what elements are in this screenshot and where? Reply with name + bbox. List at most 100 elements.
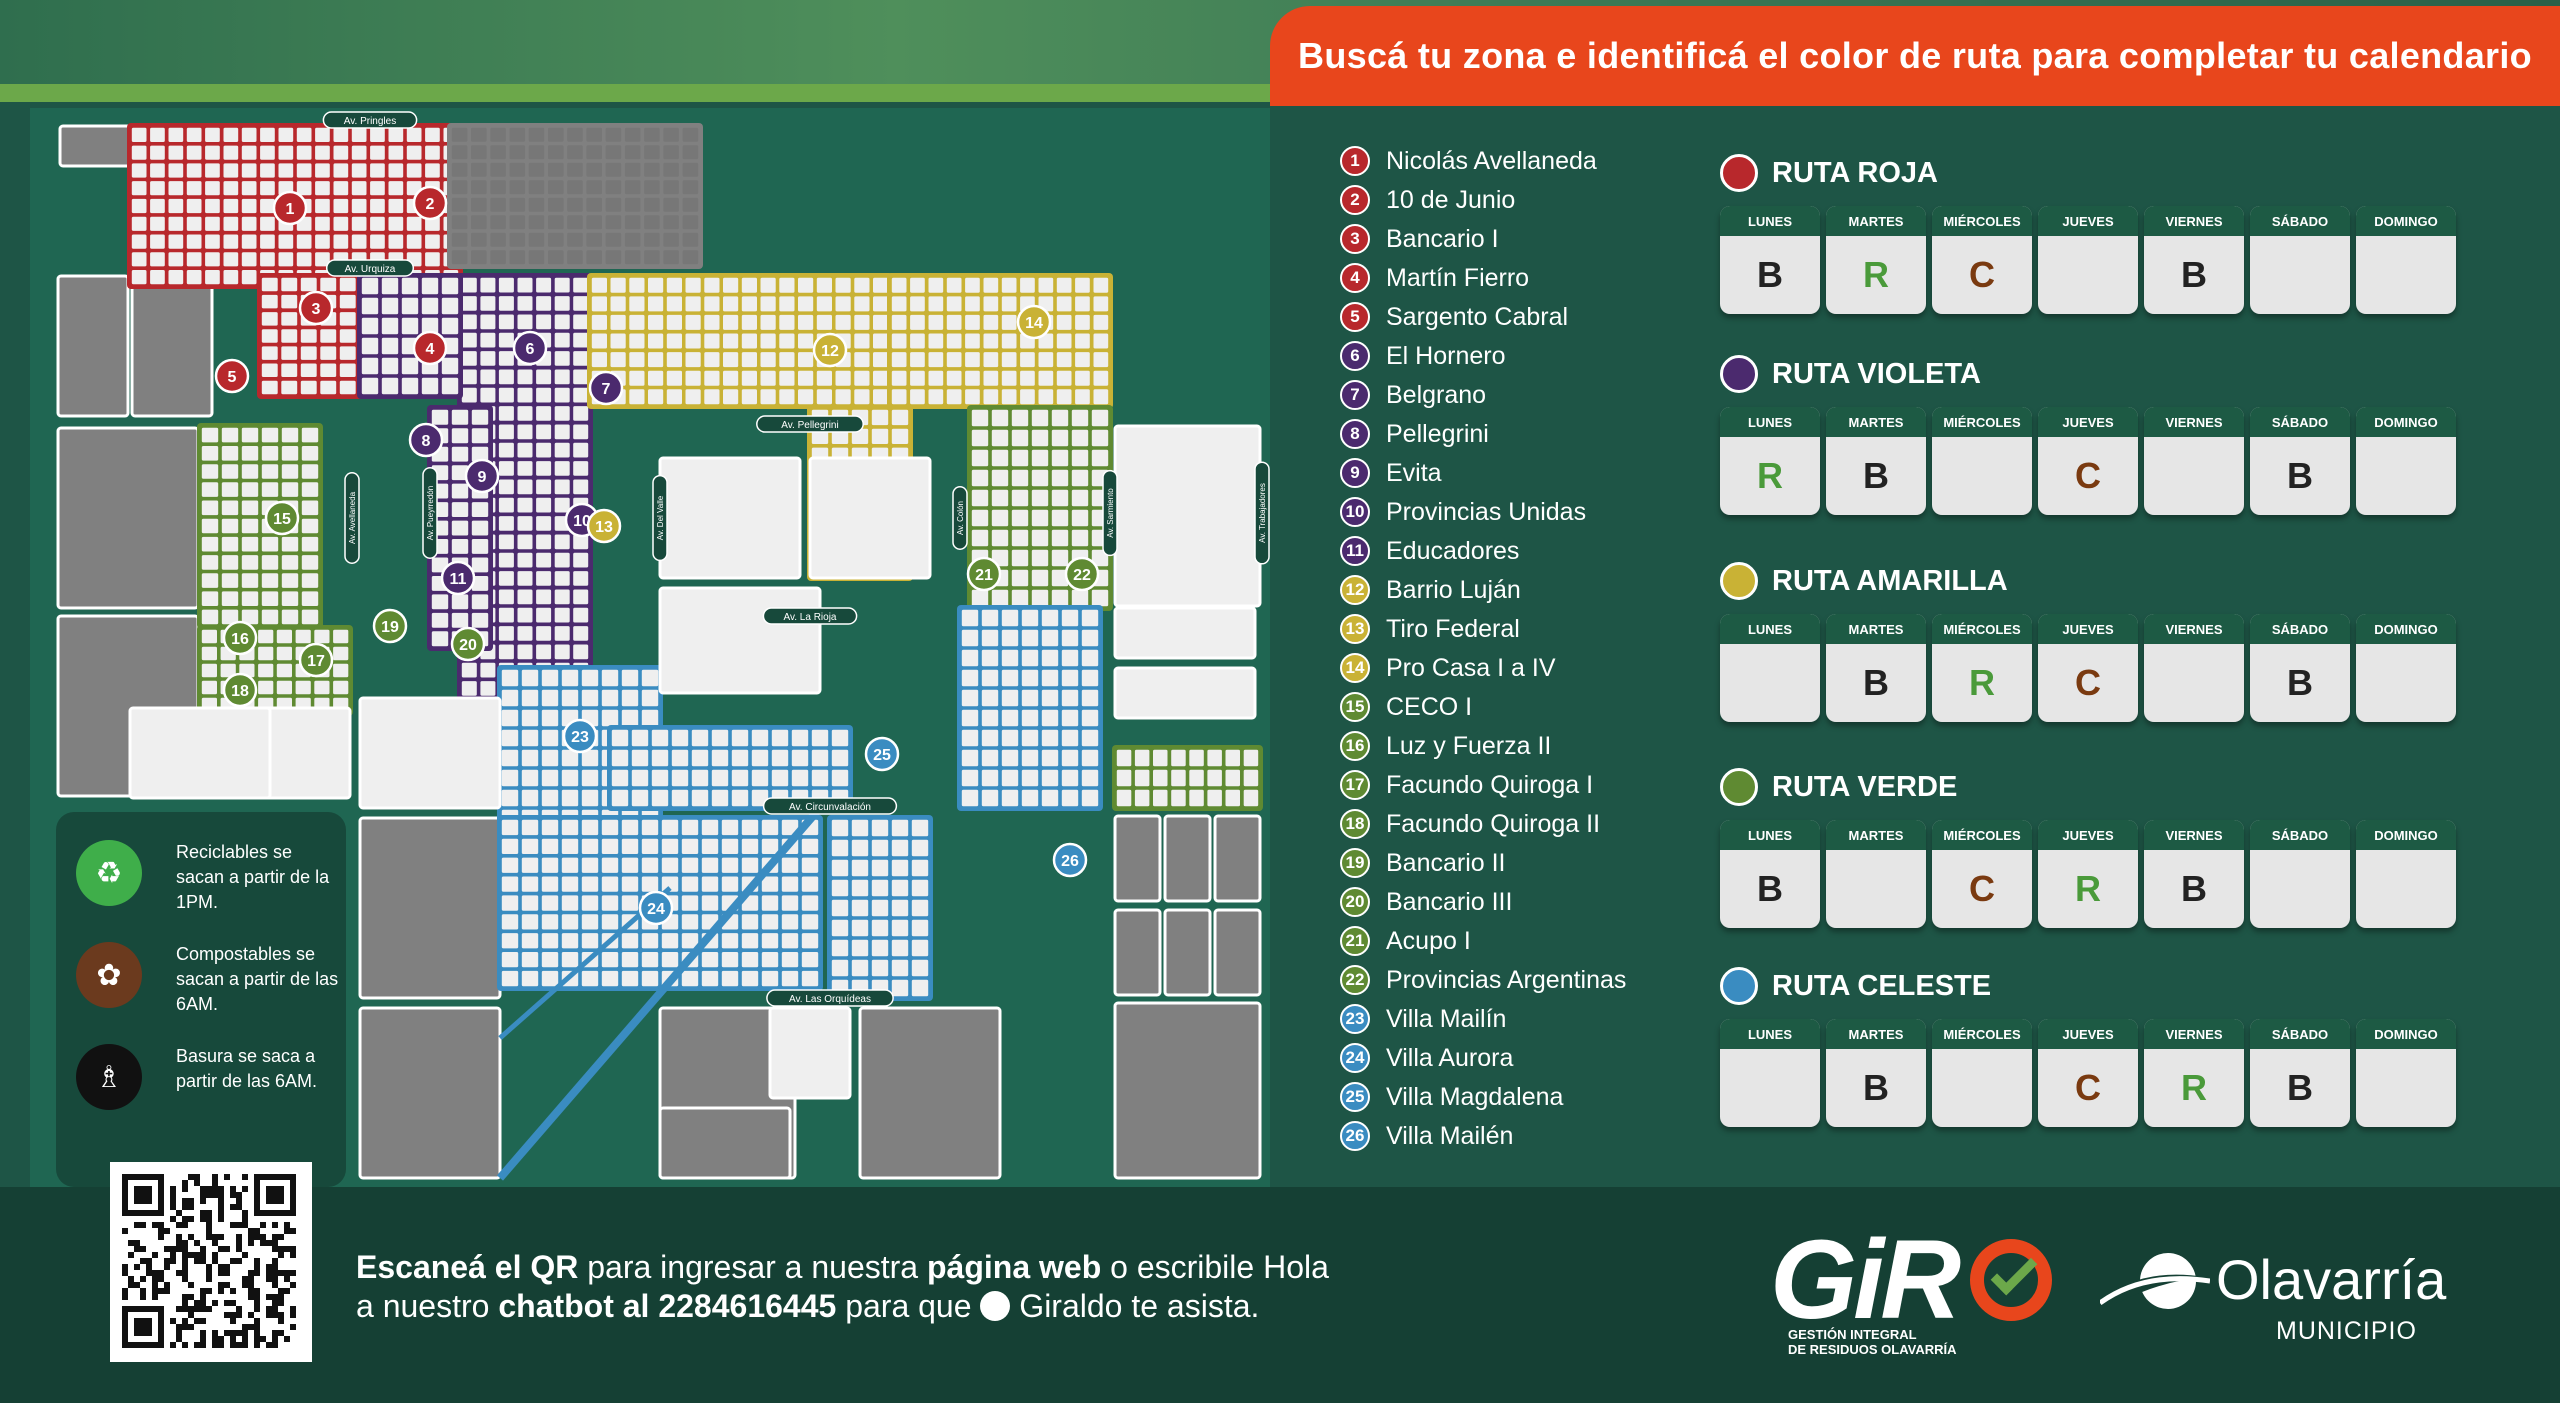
qr-module bbox=[284, 1270, 290, 1276]
qr-module bbox=[200, 1186, 206, 1192]
map-block bbox=[911, 919, 929, 937]
qr-module bbox=[254, 1300, 260, 1306]
map-block bbox=[1081, 649, 1099, 667]
map-block bbox=[261, 573, 279, 588]
calendar-day-cell: DOMINGO bbox=[2356, 820, 2456, 928]
map-block bbox=[561, 789, 579, 807]
map-block bbox=[281, 346, 298, 360]
map-block bbox=[641, 819, 659, 836]
map-zone-marker-number: 2 bbox=[426, 196, 435, 213]
day-name: JUEVES bbox=[2038, 407, 2138, 437]
footer-web-link[interactable]: página web bbox=[926, 1249, 1102, 1285]
map-block bbox=[731, 749, 749, 767]
map-block bbox=[624, 197, 641, 212]
map-block bbox=[541, 819, 559, 836]
map-block-grey bbox=[1213, 908, 1262, 997]
map-block bbox=[682, 127, 699, 142]
qr-finder bbox=[134, 1186, 152, 1204]
map-zone-marker bbox=[562, 718, 598, 754]
map-block bbox=[1075, 277, 1090, 293]
map-block bbox=[131, 252, 147, 267]
qr-module bbox=[236, 1246, 242, 1252]
map-block bbox=[621, 857, 639, 873]
map-block-grey bbox=[658, 1106, 792, 1180]
qr-module bbox=[206, 1192, 212, 1198]
qr-module bbox=[164, 1288, 170, 1294]
map-block bbox=[644, 232, 660, 247]
map-block bbox=[261, 482, 279, 497]
qr-module bbox=[266, 1294, 272, 1300]
map-block bbox=[567, 232, 583, 247]
map-block bbox=[241, 145, 257, 160]
map-block bbox=[605, 232, 622, 247]
map-block bbox=[1081, 629, 1099, 647]
qr-module bbox=[134, 1246, 140, 1252]
avenue-label: Av. Pellegrini bbox=[756, 415, 864, 433]
zone-list-item: 26 Villa Mailén bbox=[1340, 1121, 1680, 1151]
map-block bbox=[1011, 409, 1029, 427]
map-block bbox=[425, 234, 440, 249]
map-block bbox=[671, 749, 689, 767]
map-block bbox=[260, 216, 275, 231]
map-block bbox=[441, 317, 459, 335]
map-block bbox=[1081, 669, 1099, 687]
zone-list-item: 1 Nicolás Avellaneda bbox=[1340, 146, 1680, 176]
map-block bbox=[871, 919, 889, 937]
zone-list-item: 10 Provincias Unidas bbox=[1340, 497, 1680, 527]
map-block bbox=[351, 163, 367, 178]
map-block bbox=[406, 216, 422, 231]
map-block bbox=[517, 497, 533, 513]
map-block bbox=[629, 389, 645, 405]
map-block bbox=[691, 729, 709, 747]
qr-module bbox=[266, 1264, 272, 1270]
footer-chatbot-number[interactable]: chatbot al 2284616445 bbox=[498, 1288, 837, 1324]
qr-module bbox=[290, 1324, 296, 1330]
map-block bbox=[221, 573, 239, 588]
map-block bbox=[490, 127, 506, 142]
day-name: VIERNES bbox=[2144, 1019, 2244, 1049]
avenue-label-text: Av. Urquiza bbox=[345, 264, 396, 275]
map-block bbox=[1056, 314, 1072, 330]
map-block bbox=[621, 819, 639, 836]
map-block bbox=[1021, 709, 1039, 727]
map-block bbox=[1093, 333, 1109, 349]
avenue-label: Av. La Rioja bbox=[762, 607, 858, 625]
qr-module bbox=[206, 1264, 212, 1270]
calendar-day-cell: JUEVES bbox=[2038, 206, 2138, 314]
qr-module bbox=[194, 1252, 200, 1258]
map-block bbox=[150, 216, 165, 231]
map-block bbox=[1001, 296, 1017, 312]
map-block bbox=[911, 839, 929, 857]
qr-module bbox=[206, 1276, 212, 1282]
day-name: LUNES bbox=[1720, 407, 1820, 437]
qr-module bbox=[230, 1204, 236, 1210]
qr-module bbox=[188, 1252, 194, 1258]
map-block bbox=[1071, 529, 1089, 547]
map-block-grey bbox=[1113, 908, 1162, 997]
map-block bbox=[1075, 296, 1090, 312]
map-block bbox=[663, 197, 679, 212]
map-block bbox=[624, 180, 641, 195]
map-block bbox=[201, 500, 219, 516]
qr-module bbox=[266, 1240, 272, 1246]
qr-code[interactable] bbox=[110, 1162, 312, 1362]
map-block bbox=[536, 626, 552, 641]
map-block bbox=[1071, 449, 1089, 467]
day-name: DOMINGO bbox=[2356, 820, 2456, 850]
map-block bbox=[301, 446, 319, 461]
map-block bbox=[648, 296, 664, 312]
map-block bbox=[1134, 789, 1150, 807]
map-block bbox=[721, 933, 739, 949]
map-block bbox=[221, 518, 239, 534]
qr-module bbox=[230, 1192, 236, 1198]
map-block bbox=[548, 215, 564, 230]
map-block bbox=[721, 952, 739, 968]
map-block bbox=[573, 442, 589, 458]
map-block bbox=[1081, 769, 1099, 787]
map-block bbox=[741, 819, 759, 836]
map-block bbox=[644, 197, 660, 212]
map-block bbox=[1075, 333, 1090, 349]
zone-name: Villa Mailín bbox=[1386, 1004, 1507, 1033]
map-block bbox=[910, 277, 925, 293]
route-title: RUTA VERDE bbox=[1772, 770, 1958, 803]
